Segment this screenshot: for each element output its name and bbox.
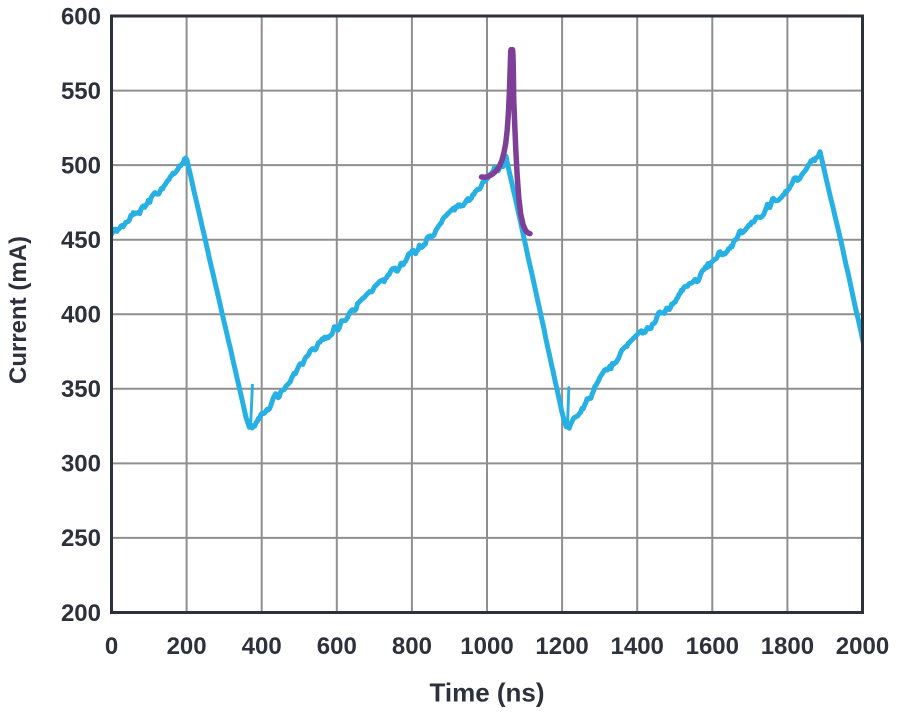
svg-text:800: 800 bbox=[392, 633, 432, 660]
svg-text:350: 350 bbox=[61, 376, 101, 403]
svg-text:200: 200 bbox=[61, 600, 101, 627]
svg-text:400: 400 bbox=[61, 302, 101, 329]
svg-text:300: 300 bbox=[61, 451, 101, 478]
svg-text:400: 400 bbox=[242, 633, 282, 660]
svg-text:250: 250 bbox=[61, 525, 101, 552]
svg-text:200: 200 bbox=[167, 633, 207, 660]
svg-text:1600: 1600 bbox=[686, 633, 739, 660]
svg-text:0: 0 bbox=[105, 633, 118, 660]
svg-text:1400: 1400 bbox=[611, 633, 664, 660]
svg-text:450: 450 bbox=[61, 227, 101, 254]
svg-text:550: 550 bbox=[61, 78, 101, 105]
svg-text:Current (mA): Current (mA) bbox=[5, 236, 32, 384]
svg-text:600: 600 bbox=[61, 3, 101, 30]
svg-text:1000: 1000 bbox=[460, 633, 513, 660]
svg-text:1800: 1800 bbox=[761, 633, 814, 660]
svg-text:2000: 2000 bbox=[836, 633, 889, 660]
svg-text:600: 600 bbox=[317, 633, 357, 660]
svg-text:Time (ns): Time (ns) bbox=[429, 678, 544, 708]
svg-text:1200: 1200 bbox=[535, 633, 588, 660]
svg-text:500: 500 bbox=[61, 152, 101, 179]
